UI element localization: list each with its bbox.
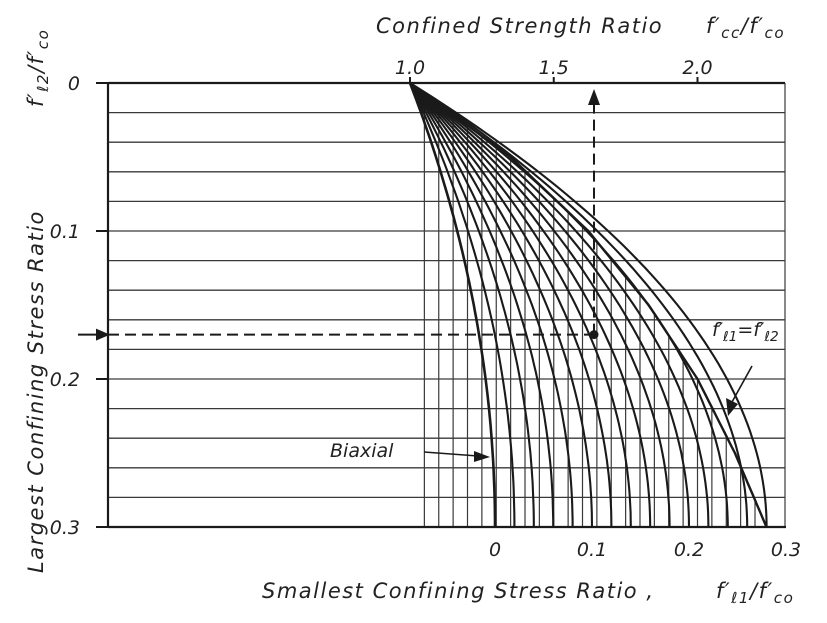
y-tick-label: 0.3 <box>50 517 80 539</box>
bottom-axis-title: Smallest Confining Stress Ratio , <box>262 579 655 603</box>
confinement-curve <box>409 82 574 527</box>
equal-leader <box>731 365 753 403</box>
confinement-curve <box>409 82 691 528</box>
top-tick-label: 1.5 <box>539 57 569 79</box>
top-tick-label: 2.0 <box>682 57 712 79</box>
y-tick-label: 0.1 <box>50 221 80 243</box>
confinement-curve <box>409 82 671 528</box>
confinement-curve <box>409 82 594 528</box>
left-axis-title: Largest Confining Stress Ratio <box>24 210 48 573</box>
y-tick-label: 0 <box>68 73 80 95</box>
bottom-tick-label: 0.1 <box>577 539 607 561</box>
bottom-tick-label: 0.3 <box>771 539 801 561</box>
confinement-curve <box>409 82 516 527</box>
frame-layer <box>96 77 786 529</box>
confinement-curve <box>409 82 555 527</box>
curves-layer <box>408 82 768 528</box>
annotation-layer: Biaxial f′ℓ1=f′ℓ2 <box>78 89 779 462</box>
entry-arrow-head <box>96 328 110 341</box>
equal-confinement-label: f′ℓ1=f′ℓ2 <box>712 319 779 345</box>
example-arrow-up <box>588 89 600 105</box>
confinement-curve <box>409 82 632 528</box>
biaxial-curve <box>408 82 497 527</box>
top-axis-title: Confined Strength Ratio <box>376 14 663 38</box>
equal-arrow-head <box>726 398 738 416</box>
labels-layer: Confined Strength Ratio f′cc/f′co 1.0 1.5 2.… <box>24 14 801 607</box>
left-axis-symbol: f′ℓ2/f′co <box>24 29 52 107</box>
top-tick-label: 1.0 <box>395 57 425 79</box>
biaxial-arrow-head <box>474 451 490 462</box>
bottom-tick-label: 0 <box>489 539 501 561</box>
example-point <box>589 330 599 340</box>
confinement-curve <box>409 82 710 528</box>
bottom-tick-label: 0.2 <box>674 539 704 561</box>
confinement-curve <box>409 82 613 528</box>
confinement-curve <box>409 82 652 528</box>
confinement-curve <box>409 82 768 528</box>
confinement-curve <box>409 82 535 527</box>
confinement-curve <box>409 82 749 528</box>
top-axis-symbol: f′cc/f′co <box>706 14 785 42</box>
grid-layer <box>108 82 786 528</box>
biaxial-label: Biaxial <box>330 440 394 462</box>
envelope-curve <box>409 82 768 528</box>
biaxial-leader <box>423 451 479 457</box>
y-tick-label: 0.2 <box>50 369 80 391</box>
bottom-axis-symbol: f′ℓ1/f′co <box>716 579 794 607</box>
